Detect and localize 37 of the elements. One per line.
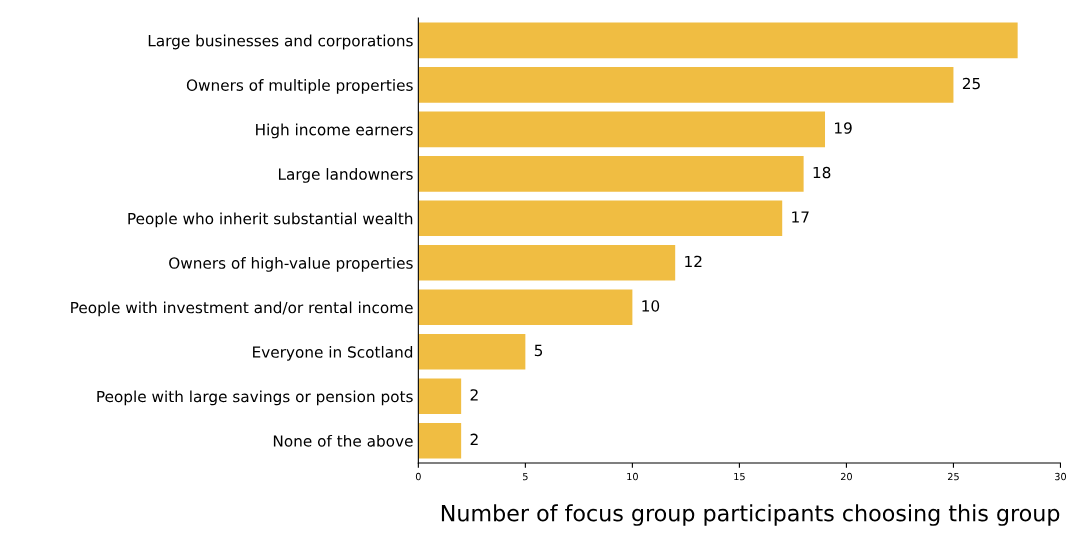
data-label: 17	[792, 211, 809, 223]
data-label: 18	[813, 166, 831, 179]
bar	[418, 156, 804, 192]
bar	[418, 245, 676, 281]
data-label: 10	[642, 300, 660, 312]
bar	[418, 67, 954, 103]
data-label: 2	[470, 433, 478, 445]
bar	[418, 333, 526, 370]
y-tick-label: Owners of multiple properties	[186, 79, 413, 94]
x-tick-label: 15	[734, 473, 745, 481]
y-tick-label: People with large savings or pension pots	[97, 390, 413, 406]
bar	[418, 289, 633, 326]
bar	[418, 200, 783, 237]
y-tick-label: None of the above	[273, 434, 413, 447]
x-axis-title: Number of focus group participants choosing this group	[441, 504, 1060, 526]
y-tick-label: Large businesses and corporations	[148, 34, 413, 50]
x-tick-label: 5	[523, 473, 528, 481]
data-label: 25	[962, 77, 980, 90]
bar	[418, 22, 1018, 59]
bar	[418, 378, 462, 415]
bar	[418, 422, 462, 459]
x-tick-label: 10	[627, 472, 638, 481]
y-tick-label: High income earners	[256, 123, 413, 139]
data-label: 19	[835, 122, 852, 134]
data-label: 2	[470, 389, 478, 401]
y-tick-label: People who inherit substantial wealth	[128, 212, 413, 228]
y-tick-label: Everyone in Scotland	[253, 345, 413, 361]
y-tick-label: Owners of high-value properties	[169, 257, 413, 272]
y-tick-label: People with investment and/or rental income	[71, 301, 413, 317]
x-tick-label: 20	[840, 472, 852, 481]
y-tick-label: Large landowners	[278, 168, 413, 183]
x-tick-label: 0	[415, 472, 421, 481]
bar	[418, 111, 826, 148]
x-tick-label: 25	[947, 472, 959, 481]
x-tick-label: 30	[1055, 472, 1066, 481]
data-label: 12	[685, 255, 702, 268]
data-label: 5	[534, 344, 543, 357]
